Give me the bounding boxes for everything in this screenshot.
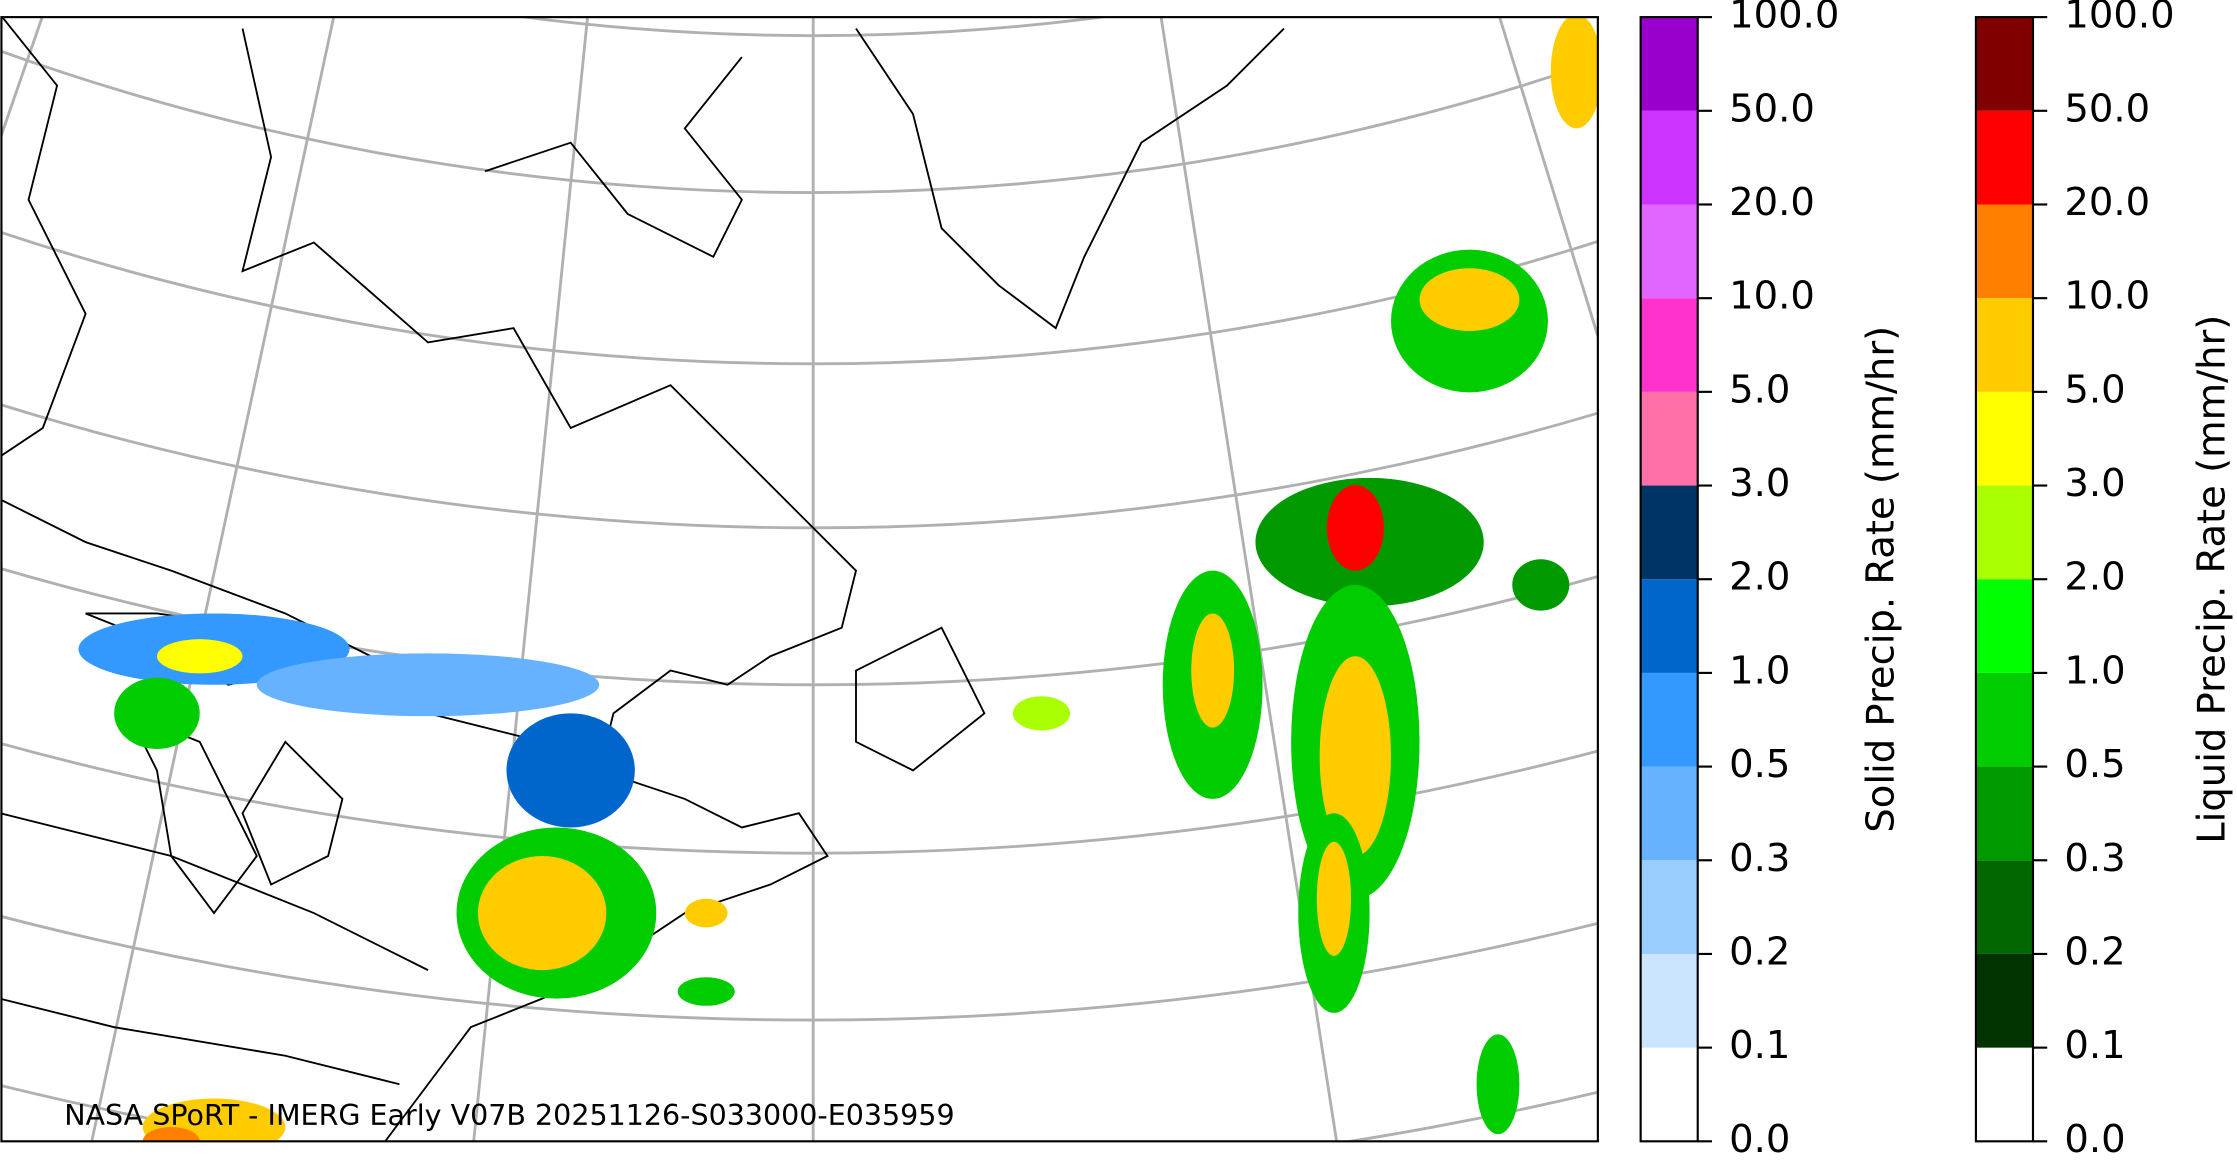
colorbar-tick-label: 20.0 [2064,180,2150,225]
colorbar-bin [1975,391,2033,486]
colorbar-tick-label: 0.0 [1729,1117,1790,1162]
colorbar-tick-label: 0.1 [1729,1023,1790,1068]
colorbar-tick-label: 10.0 [2064,274,2150,319]
colorbar-tick-label: 10.0 [1729,274,1815,319]
colorbar-bin [1975,485,2033,580]
colorbar-tick-label: 0.3 [1729,836,1790,881]
colorbar-bin [1640,953,1698,1048]
colorbar-bin [1640,860,1698,954]
colorbar-bin [1640,579,1698,673]
colorbar-tick-label: 100.0 [2064,0,2174,38]
colorbar-tick-label: 0.2 [1729,929,1790,974]
colorbar-bin [1975,204,2033,299]
colorbar-tick-label: 2.0 [1729,555,1790,600]
colorbar-tick-label: 2.0 [2064,555,2125,600]
coastlines [1,17,1285,1142]
colorbar-tick-label: 3.0 [1729,461,1790,506]
colorbar-tick-label: 3.0 [2064,461,2125,506]
colorbar-bin [1640,766,1698,861]
colorbar-bin [1640,1047,1698,1142]
colorbar-bin [1975,860,2033,954]
colorbar-bin [1975,579,2033,673]
colorbar-tick-label: 100.0 [1729,0,1839,38]
colorbar-bin [1975,298,2033,392]
caption: NASA SPoRT - IMERG Early V07B 20251126-S… [64,1099,954,1132]
colorbar-bin [1640,485,1698,580]
precip-areas [78,17,1598,1142]
colorbar-tick-label: 0.0 [2064,1117,2125,1162]
colorbar-label: Solid Precip. Rate (mm/hr) [1859,326,1904,833]
colorbar-bin [1975,766,2033,861]
map-frame [0,16,1599,1143]
colorbar-tick-label: 5.0 [1729,367,1790,412]
colorbar-bin [1975,953,2033,1048]
colorbar-tick-label: 1.0 [1729,648,1790,693]
colorbar-bin [1975,110,2033,205]
colorbar-tick-label: 1.0 [2064,648,2125,693]
colorbar-tick-label: 50.0 [2064,86,2150,131]
colorbar-tick-label: 0.2 [2064,929,2125,974]
colorbar-bin [1975,1047,2033,1142]
colorbar-bin [1975,17,2033,111]
colorbar-bin [1640,110,1698,205]
colorbar-tick-label: 5.0 [2064,367,2125,412]
colorbar-bin [1640,298,1698,392]
colorbar-bin [1640,17,1698,111]
colorbar-tick-label: 0.5 [2064,742,2125,787]
colorbar-tick-label: 0.5 [1729,742,1790,787]
colorbar-tick-label: 0.3 [2064,836,2125,881]
colorbar-tick-label: 20.0 [1729,180,1815,225]
colorbar-bin [1640,204,1698,299]
colorbar-bin [1640,672,1698,767]
colorbar-bin [1640,391,1698,486]
colorbar-label: Liquid Precip. Rate (mm/hr) [2190,315,2235,844]
colorbar-tick-label: 0.1 [2064,1023,2125,1068]
colorbar-tick-label: 50.0 [1729,86,1815,131]
colorbar-bin [1975,672,2033,767]
